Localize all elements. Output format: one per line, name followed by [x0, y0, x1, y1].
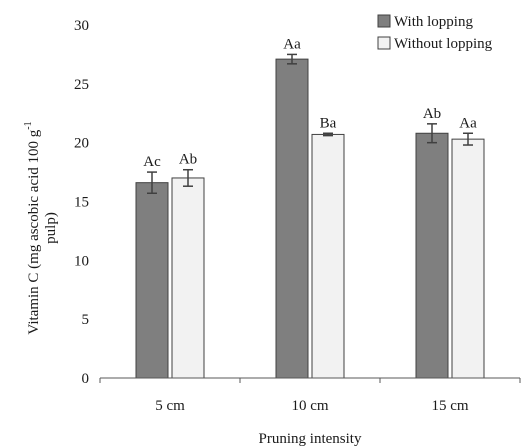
- y-tick-label: 20: [74, 136, 89, 152]
- y-tick-label: 15: [74, 195, 89, 211]
- svg-text:Vitamin C (mg ascobic acid 1: Vitamin C (mg ascobic acid 100 g-1: [23, 121, 42, 334]
- y-axis-title-line1: Vitamin C (mg ascobic acid 100 g: [26, 129, 42, 334]
- data-labels: Ac Ab Aa Ba Ab Aa: [143, 36, 477, 170]
- bar-data-label: Ab: [423, 106, 441, 122]
- bar-data-label: Aa: [283, 36, 301, 52]
- y-tick-label: 0: [82, 371, 90, 387]
- bar-data-label: Aa: [459, 115, 477, 131]
- y-axis-title-line2: pulp): [43, 212, 59, 244]
- legend-label: With lopping: [394, 14, 473, 30]
- y-tick-label: 5: [82, 312, 90, 328]
- legend: With lopping Without lopping: [377, 14, 493, 52]
- bar-data-label: Ac: [143, 154, 161, 170]
- bar: [135, 182, 169, 379]
- y-tick-label: 30: [74, 18, 89, 34]
- y-axis-title-superscript: -1: [23, 121, 34, 129]
- y-tick-label: 25: [74, 77, 89, 93]
- y-axis-title: Vitamin C (mg ascobic acid 100 g-1 pulp): [23, 121, 59, 334]
- bar: [451, 138, 485, 379]
- bar-data-label: Ba: [320, 115, 337, 131]
- bar-data-label: Ab: [179, 152, 197, 168]
- x-tick-label: 10 cm: [291, 398, 328, 414]
- x-tick-label: 15 cm: [431, 398, 468, 414]
- bar: [171, 177, 205, 379]
- x-axis-title: Pruning intensity: [259, 431, 362, 447]
- legend-swatch: [377, 36, 391, 50]
- bar: [415, 132, 449, 379]
- category-labels: 5 cm 10 cm 15 cm: [155, 398, 469, 414]
- legend-swatch: [377, 14, 391, 28]
- error-bars: [147, 53, 473, 195]
- y-axis-ticks: 0 5 10 15 20 25 30: [74, 18, 89, 387]
- y-tick-label: 10: [74, 253, 89, 269]
- bar: [311, 133, 345, 379]
- x-axis-ticks: [99, 378, 521, 383]
- x-tick-label: 5 cm: [155, 398, 185, 414]
- legend-label: Without lopping: [394, 36, 493, 52]
- bar: [275, 58, 309, 379]
